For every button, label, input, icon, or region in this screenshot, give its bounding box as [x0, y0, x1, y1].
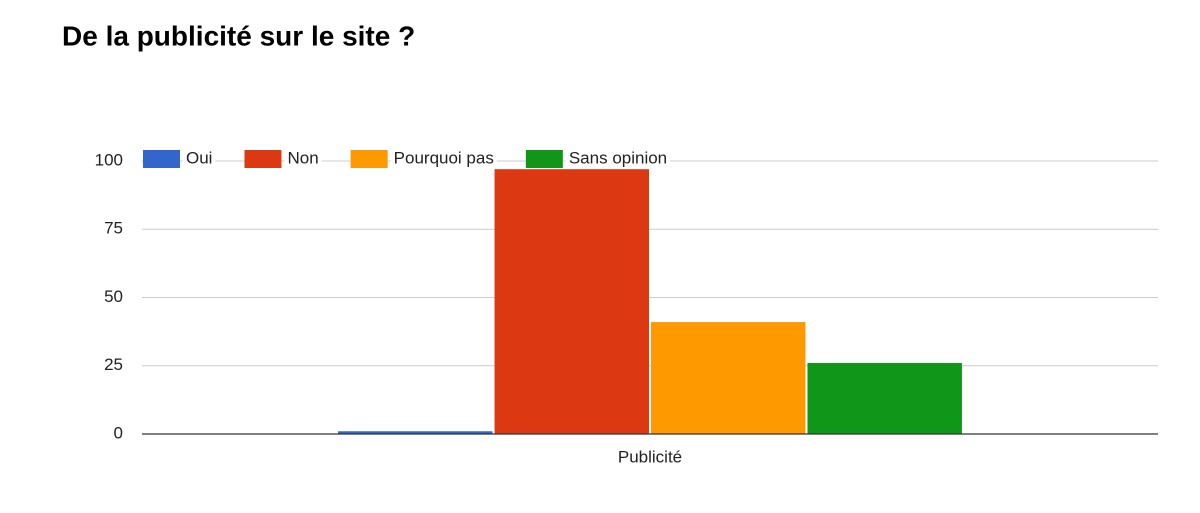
legend-swatch: [143, 150, 180, 168]
y-tick-label: 50: [104, 287, 123, 306]
legend-label: Non: [287, 148, 318, 167]
y-tick-label: 25: [104, 355, 123, 374]
legend-swatch: [525, 150, 563, 168]
y-tick-label: 75: [104, 219, 123, 238]
legend-label: Oui: [186, 148, 212, 167]
bar: [338, 431, 493, 434]
legend-label: Pourquoi pas: [394, 148, 494, 167]
legend-label: Sans opinion: [569, 148, 667, 167]
legend-swatch: [350, 150, 388, 168]
legend-swatch: [244, 150, 282, 168]
legend-bg: [284, 149, 322, 169]
bar: [494, 169, 649, 434]
y-tick-label: 0: [114, 423, 123, 442]
y-tick-label: 100: [95, 150, 123, 169]
legend-bg: [390, 149, 497, 169]
chart-title: De la publicité sur le site ?: [62, 20, 415, 51]
bar: [807, 363, 962, 434]
legend-bg: [565, 149, 671, 169]
x-tick-label: Publicité: [618, 447, 682, 466]
legend-bg: [183, 149, 216, 169]
bar: [651, 322, 806, 434]
